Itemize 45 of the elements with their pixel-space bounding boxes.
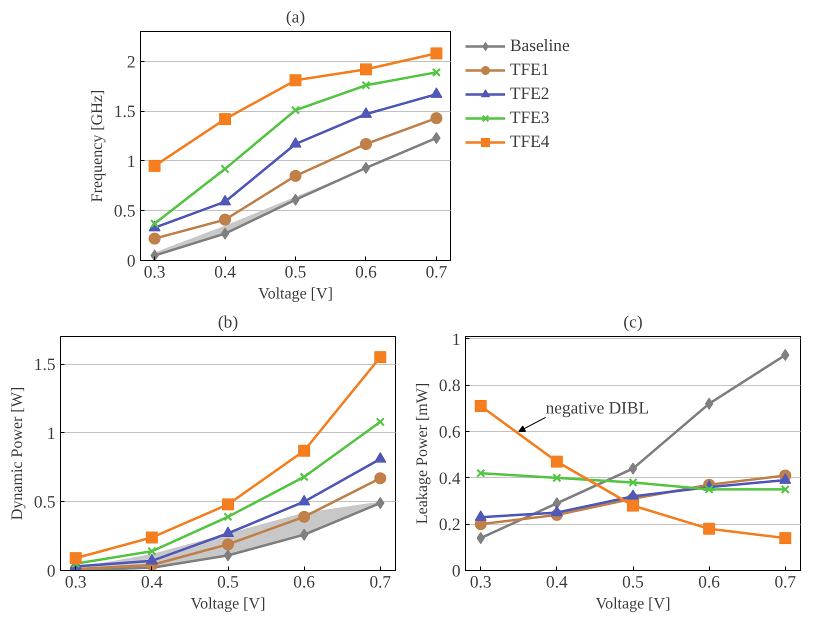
y-axis-title: Leakage Power [mW] bbox=[414, 382, 431, 524]
x-tick-label: 0.4 bbox=[141, 572, 164, 592]
x-tick-label: 0.4 bbox=[214, 262, 236, 282]
chart-title: (b) bbox=[218, 312, 238, 332]
y-tick-label: 1.5 bbox=[34, 355, 56, 374]
y-tick-label: 1 bbox=[126, 152, 136, 171]
y-tick-label: 0.8 bbox=[438, 376, 461, 396]
y-tick-label: 0 bbox=[46, 562, 56, 580]
chart-title: (c) bbox=[623, 312, 643, 332]
legend-label: TFE3 bbox=[510, 108, 550, 128]
legend-label: Baseline bbox=[510, 36, 570, 56]
x-tick-label: 0.6 bbox=[698, 572, 720, 592]
y-axis-title: Frequency [GHz] bbox=[88, 90, 106, 202]
y-tick-label: 0.2 bbox=[438, 515, 461, 534]
y-tick-label: 1 bbox=[452, 330, 461, 349]
x-tick-label: 0.7 bbox=[426, 262, 448, 282]
y-tick-label: 0.5 bbox=[34, 492, 56, 512]
annotation: negative DIBL bbox=[546, 398, 650, 418]
x-tick-label: 0.7 bbox=[774, 572, 796, 592]
y-tick-label: 1 bbox=[46, 424, 56, 443]
y-tick-label: 0.5 bbox=[114, 202, 136, 221]
legend-label: TFE2 bbox=[510, 84, 550, 104]
x-tick-label: 0.4 bbox=[546, 572, 568, 592]
x-tick-label: 0.7 bbox=[369, 572, 392, 592]
legend-label: TFE1 bbox=[510, 60, 550, 80]
y-tick-label: 1.5 bbox=[114, 102, 136, 122]
x-tick-label: 0.3 bbox=[64, 572, 87, 592]
x-tick-label: 0.3 bbox=[144, 262, 166, 282]
x-tick-label: 0.5 bbox=[217, 572, 239, 592]
x-tick-label: 0.5 bbox=[622, 572, 644, 592]
y-tick-label: 0.4 bbox=[438, 468, 461, 488]
legend-label: TFE4 bbox=[510, 132, 550, 152]
x-tick-label: 0.5 bbox=[284, 262, 306, 282]
chart-title: (a) bbox=[286, 8, 306, 26]
x-axis-title: Voltage [V] bbox=[596, 596, 670, 612]
y-tick-label: 0 bbox=[452, 562, 461, 580]
x-tick-label: 0.3 bbox=[470, 572, 492, 592]
x-tick-label: 0.6 bbox=[355, 262, 378, 282]
y-tick-label: 0.6 bbox=[438, 422, 461, 442]
y-tick-label: 0 bbox=[126, 252, 136, 270]
y-axis-title: Dynamic Power [W] bbox=[8, 386, 26, 520]
x-axis-title: Voltage [V] bbox=[258, 286, 333, 302]
y-tick-label: 2 bbox=[126, 52, 136, 72]
x-tick-label: 0.6 bbox=[293, 572, 316, 592]
x-axis-title: Voltage [V] bbox=[190, 596, 266, 612]
